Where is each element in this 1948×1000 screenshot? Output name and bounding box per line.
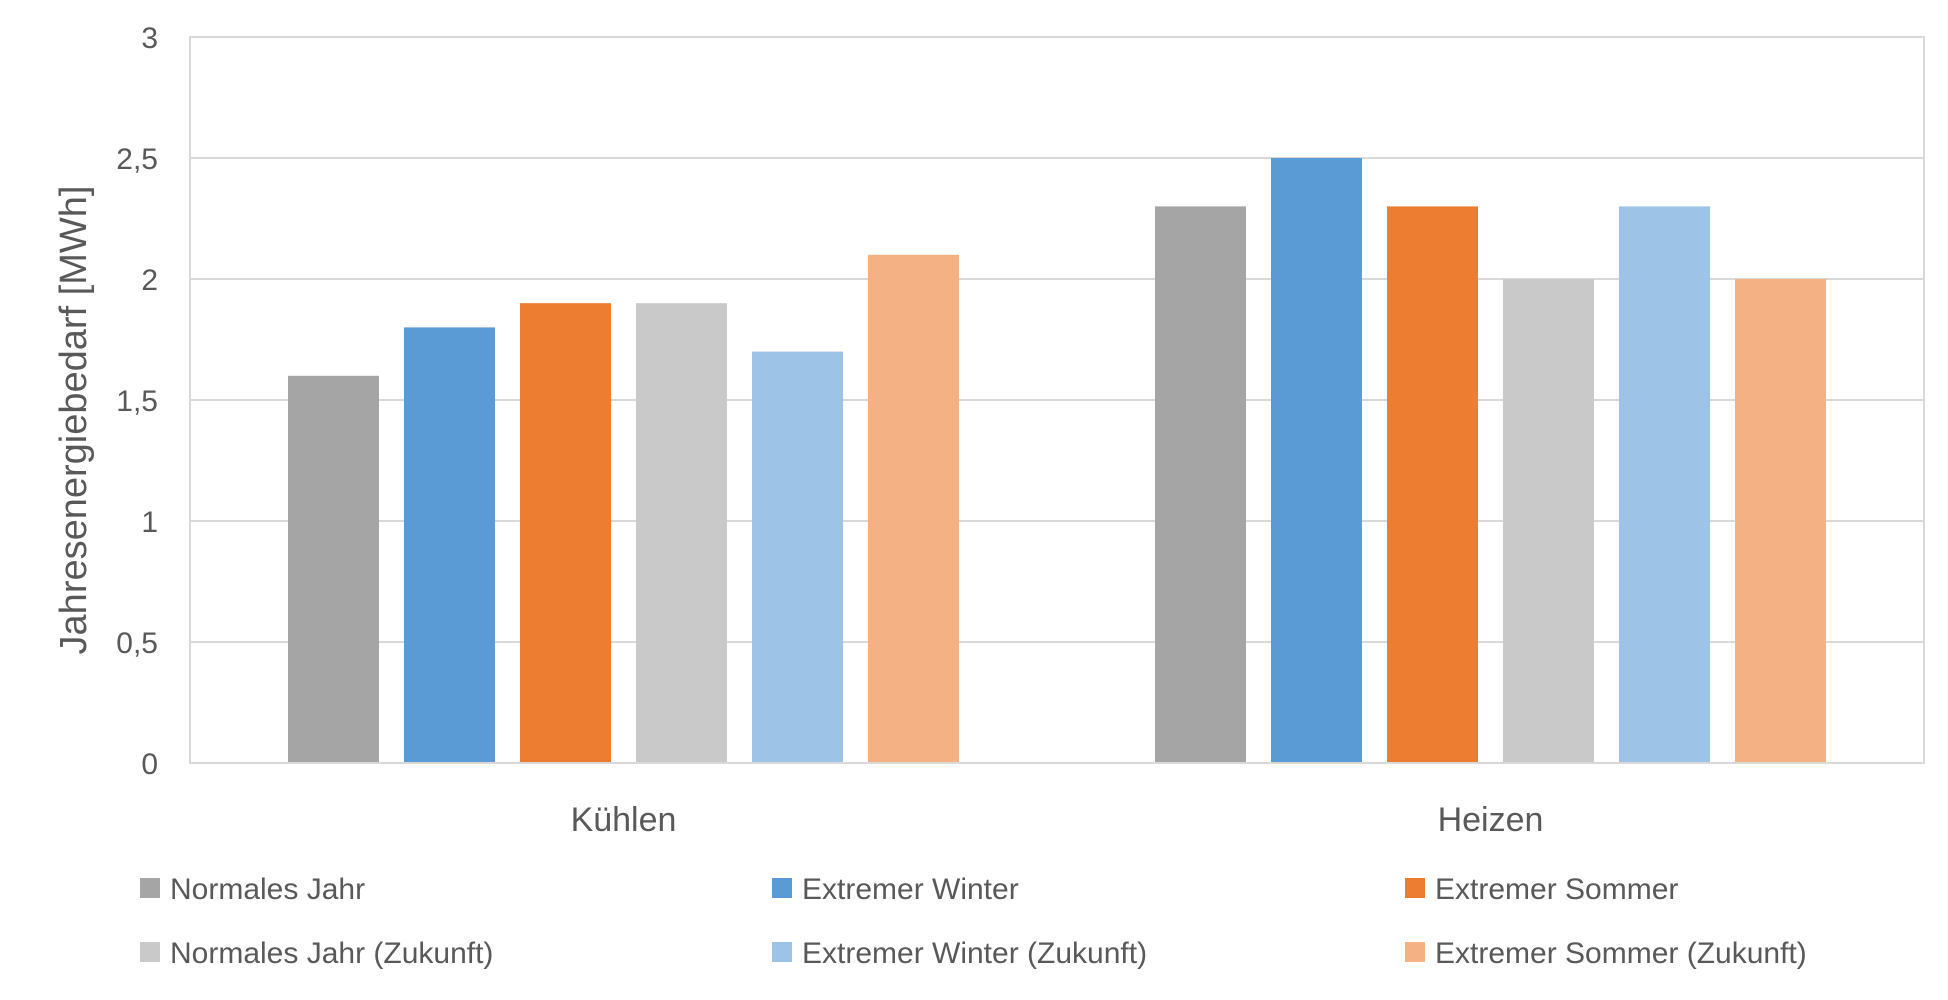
x-axis-categories: Kühlen Heizen (571, 801, 1544, 839)
legend-swatch (772, 942, 792, 962)
bars (288, 158, 1826, 764)
bar (520, 303, 611, 763)
y-tick-label: 1 (141, 506, 158, 539)
legend-label: Normales Jahr (170, 873, 365, 906)
y-tick-label: 0 (141, 748, 158, 781)
bar (1387, 206, 1478, 763)
y-tick-label: 2 (141, 264, 158, 297)
y-tick-label: 0,5 (116, 627, 158, 660)
y-tick-label: 2,5 (116, 143, 158, 176)
legend-label: Extremer Winter (802, 873, 1019, 906)
legend-label: Extremer Sommer (1435, 873, 1678, 906)
bar (1619, 206, 1710, 763)
legend-swatch (140, 878, 160, 898)
plot-area-frame (189, 36, 1925, 764)
y-tick-label: 1,5 (116, 385, 158, 418)
bar (288, 375, 379, 763)
bar (636, 303, 727, 763)
bar (752, 351, 843, 763)
bar (1155, 206, 1246, 763)
legend-label: Extremer Sommer (Zukunft) (1435, 937, 1807, 970)
legend: Normales Jahr Extremer Winter Extremer Som… (140, 873, 1807, 970)
y-axis-ticks: 0 0,5 1 1,5 2 2,5 3 (116, 22, 158, 781)
bar (1503, 279, 1594, 763)
bar (1735, 279, 1826, 763)
y-tick-label: 3 (141, 22, 158, 55)
x-category-label: Heizen (1438, 801, 1544, 839)
x-category-label: Kühlen (571, 801, 677, 839)
bar (1271, 158, 1362, 763)
legend-swatch (772, 878, 792, 898)
legend-swatch (1405, 942, 1425, 962)
bar (868, 254, 959, 764)
legend-label: Normales Jahr (Zukunft) (170, 937, 493, 970)
bar (404, 327, 495, 763)
legend-label: Extremer Winter (Zukunft) (802, 937, 1147, 970)
legend-swatch (1405, 878, 1425, 898)
legend-swatch (140, 942, 160, 962)
y-axis-label: Jahresenergiebedarf [MWh] (53, 186, 95, 655)
